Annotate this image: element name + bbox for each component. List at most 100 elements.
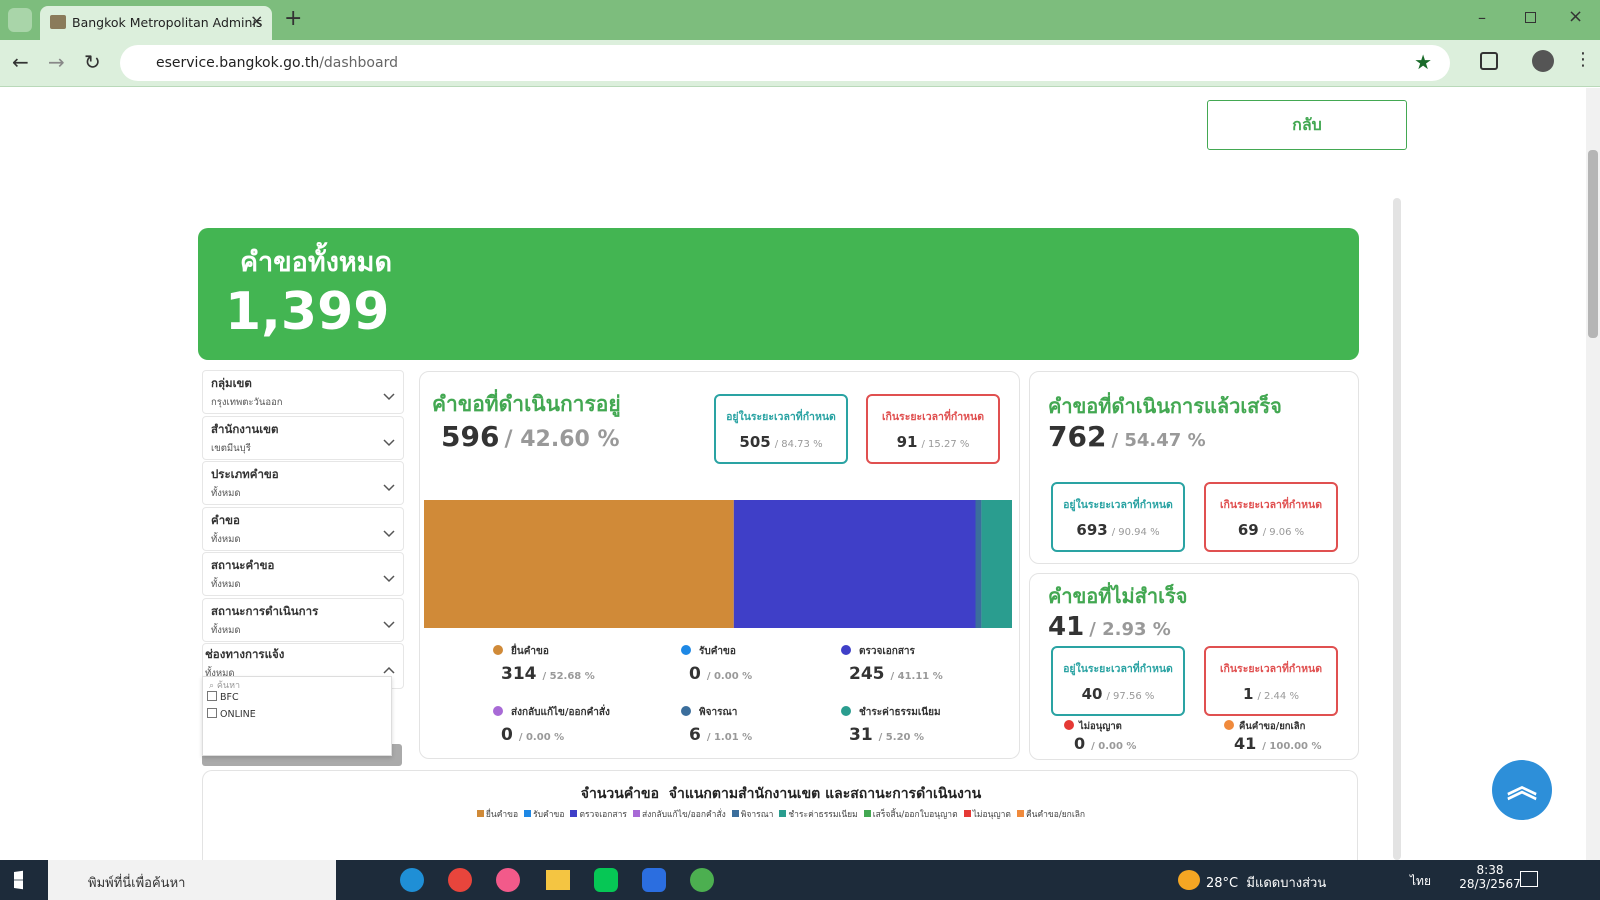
filter-label: คำขอ: [211, 512, 240, 527]
close-window[interactable]: ×: [1568, 6, 1584, 27]
within-label: อยู่ในระยะเวลาที่กำหนด: [726, 411, 836, 423]
legend-label: ตรวจเอกสาร: [579, 810, 627, 820]
legend-value: 6 / 1.01 %: [689, 725, 752, 745]
tab-close[interactable]: ×: [250, 11, 264, 30]
back-button[interactable]: กลับ: [1207, 100, 1407, 150]
scroll-thumb[interactable]: [1588, 150, 1598, 338]
outcome-percent: / 100.00 %: [1262, 741, 1322, 752]
legend-swatch: [524, 810, 532, 817]
bar-segment: [981, 500, 1012, 628]
address-bar[interactable]: eservice.bangkok.go.th/dashboard ★: [120, 45, 1450, 81]
total-label: คำขอทั้งหมด: [240, 247, 393, 278]
app-music[interactable]: [496, 868, 520, 892]
profile[interactable]: [1532, 50, 1554, 72]
app-other[interactable]: [642, 868, 666, 892]
within-percent: / 97.56 %: [1106, 691, 1155, 702]
chart-title: จำนวนคำขอ จำแนกตามสำนักงานเขต และสถานะกา…: [580, 786, 982, 802]
legend-dot: [1064, 720, 1074, 730]
menu[interactable]: ⋮: [1574, 49, 1592, 70]
outcome-percent: / 0.00 %: [1091, 741, 1137, 752]
forward[interactable]: →: [48, 50, 65, 74]
legend-label: ชำระค่าธรรมเนียม: [788, 810, 858, 820]
card-count: 762 / 54.47 %: [1048, 420, 1206, 453]
card-count: 596 / 42.60 %: [441, 420, 620, 453]
minimize[interactable]: –: [1478, 8, 1486, 27]
restore[interactable]: [1525, 12, 1536, 23]
weather-text: มีแดดบางส่วน: [1246, 876, 1327, 891]
total-value: 1,399: [225, 282, 390, 342]
card-title: คำขอที่ไม่สำเร็จ: [1048, 584, 1188, 608]
stage-percent: / 0.00 %: [518, 732, 565, 743]
app-chrome[interactable]: [448, 868, 472, 892]
legend-swatch: [1016, 810, 1024, 817]
within-count: 505: [739, 433, 771, 451]
new-tab[interactable]: +: [284, 6, 303, 31]
filter[interactable]: กลุ่มเขต กรุงเทพตะวันออก: [202, 370, 404, 414]
chevron-path: [383, 575, 395, 583]
taskbar-search[interactable]: พิมพ์ที่นี่เพื่อค้นหา: [48, 860, 336, 900]
reload[interactable]: ↻: [84, 50, 101, 74]
stage-count: 31: [849, 725, 873, 745]
percent: / 2.93 %: [1089, 619, 1171, 640]
chart-legend: ยื่นคำขอ รับคำขอ ตรวจเอกสาร ส่งกลับแก้ไข/ออ…: [203, 807, 1359, 821]
legend-item: ชำระค่าธรรมเนียม: [779, 810, 858, 820]
legend-label: พิจารณา: [699, 707, 738, 718]
extensions[interactable]: [1480, 52, 1498, 70]
scroll-top-button[interactable]: ︽: [1492, 760, 1552, 820]
filter-label: สถานะการดำเนินการ: [211, 603, 319, 618]
legend-item: คืนคำขอ/ยกเลิก: [1016, 810, 1085, 820]
app-chrome-active[interactable]: [690, 868, 714, 892]
option[interactable]: ONLINE: [207, 708, 256, 720]
chevron-path: [383, 529, 395, 537]
legend-value: 0 / 0.00 %: [501, 725, 564, 745]
filter[interactable]: สถานะคำขอ ทั้งหมด: [202, 552, 404, 596]
tab-search[interactable]: [8, 8, 32, 32]
stage-bar: [424, 500, 1012, 628]
weather-icon: [1178, 870, 1200, 890]
legend-dot: [493, 706, 503, 716]
language[interactable]: ไทย: [1410, 874, 1431, 888]
failed-card: คำขอที่ไม่สำเร็จ 41 / 2.93 % อยู่ในระยะเ…: [1029, 573, 1359, 760]
filter[interactable]: คำขอ ทั้งหมด: [202, 506, 404, 551]
dropdown-search[interactable]: ⌕ ค้นหา: [209, 681, 241, 691]
legend-item: ไม่อนุญาต: [963, 810, 1011, 820]
total-card: คำขอทั้งหมด 1,399: [198, 228, 1359, 360]
legend-item: ตรวจเอกสาร: [841, 644, 915, 659]
tab[interactable]: Bangkok Metropolitan Adminis ×: [40, 6, 272, 40]
overdue-box: เกินระยะเวลาที่กำหนด 91/ 15.27 %: [866, 394, 1000, 464]
filter-label: ประเภทคำขอ: [211, 467, 279, 481]
filter[interactable]: ประเภทคำขอ ทั้งหมด: [202, 461, 404, 505]
favicon: [50, 15, 66, 29]
legend-item: ตรวจเอกสาร: [570, 810, 627, 820]
app-line[interactable]: [594, 868, 618, 892]
bookmark-star[interactable]: ★: [1414, 50, 1432, 74]
filter[interactable]: สำนักงานเขต เขตมีนบุรี: [202, 415, 404, 460]
overdue-label: เกินระยะเวลาที่กำหนด: [881, 411, 985, 423]
bar-segment: [733, 500, 976, 628]
legend-value: 245 / 41.11 %: [849, 664, 943, 684]
legend-swatch: [632, 810, 640, 817]
card-count: 41 / 2.93 %: [1048, 612, 1171, 642]
card-title: คำขอที่ดำเนินการอยู่: [432, 392, 621, 416]
stage-percent: / 41.11 %: [890, 671, 943, 682]
notifications[interactable]: [1520, 871, 1538, 887]
filter[interactable]: สถานะการดำเนินการทั้งหมด: [202, 597, 404, 642]
legend-label: ตรวจเอกสาร: [859, 646, 915, 657]
legend-item: ส่งกลับแก้ไข/ออกคำสั่ง: [493, 705, 610, 720]
start-button[interactable]: [14, 870, 23, 890]
percent: / 42.60 %: [504, 427, 620, 452]
legend-value: 314 / 52.68 %: [501, 664, 595, 684]
stage-count: 0: [501, 725, 513, 745]
app-files[interactable]: [546, 870, 570, 890]
filter-value: ทั้งหมด: [211, 624, 241, 636]
app-edge[interactable]: [400, 868, 424, 892]
card-title: คำขอที่ดำเนินการแล้วเสร็จ: [1048, 394, 1282, 418]
option[interactable]: BFC: [207, 691, 239, 703]
back[interactable]: ←: [12, 50, 29, 74]
clock[interactable]: 8:38 28/3/2567: [1450, 863, 1530, 891]
toolbar: ← → ↻ eservice.bangkok.go.th/dashboard ★…: [0, 40, 1600, 87]
legend-label: ชำระค่าธรรมเนียม: [859, 707, 941, 718]
legend-item: เสร็จสิ้น/ออกใบอนุญาต: [863, 810, 958, 820]
legend-label: ยื่นคำขอ: [485, 810, 519, 820]
